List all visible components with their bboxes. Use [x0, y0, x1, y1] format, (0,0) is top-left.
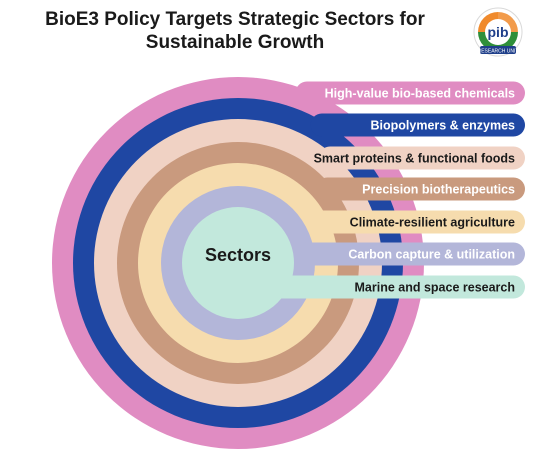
sector-band-7	[270, 275, 525, 299]
sector-label-2: Biopolymers & enzymes	[371, 119, 516, 133]
sector-band-5	[311, 210, 525, 234]
pib-logo-icon: pib RESEARCH UNIT	[473, 7, 523, 57]
sector-ring-7	[182, 207, 294, 319]
sector-label-7: Marine and space research	[355, 281, 516, 295]
sector-band-4	[315, 177, 525, 201]
logo-text: pib	[488, 24, 509, 40]
sector-label-6: Carbon capture & utilization	[348, 248, 515, 262]
sector-band-3	[318, 146, 525, 170]
title-line-2: Sustainable Growth	[145, 32, 325, 53]
sector-label-5: Climate-resilient agriculture	[350, 216, 515, 230]
sector-band-2	[310, 113, 525, 137]
sector-band-6	[296, 242, 525, 266]
sector-band-1	[295, 81, 525, 105]
sector-label-4: Precision biotherapeutics	[362, 183, 515, 197]
center-label: Sectors	[205, 245, 271, 265]
logo-subtext: RESEARCH UNIT	[478, 49, 519, 55]
title-line-1: BioE3 Policy Targets Strategic Sectors f…	[45, 9, 425, 30]
sector-label-1: High-value bio-based chemicals	[325, 87, 515, 101]
sector-label-3: Smart proteins & functional foods	[314, 152, 515, 166]
page-title: BioE3 Policy Targets Strategic Sectors f…	[0, 8, 470, 54]
